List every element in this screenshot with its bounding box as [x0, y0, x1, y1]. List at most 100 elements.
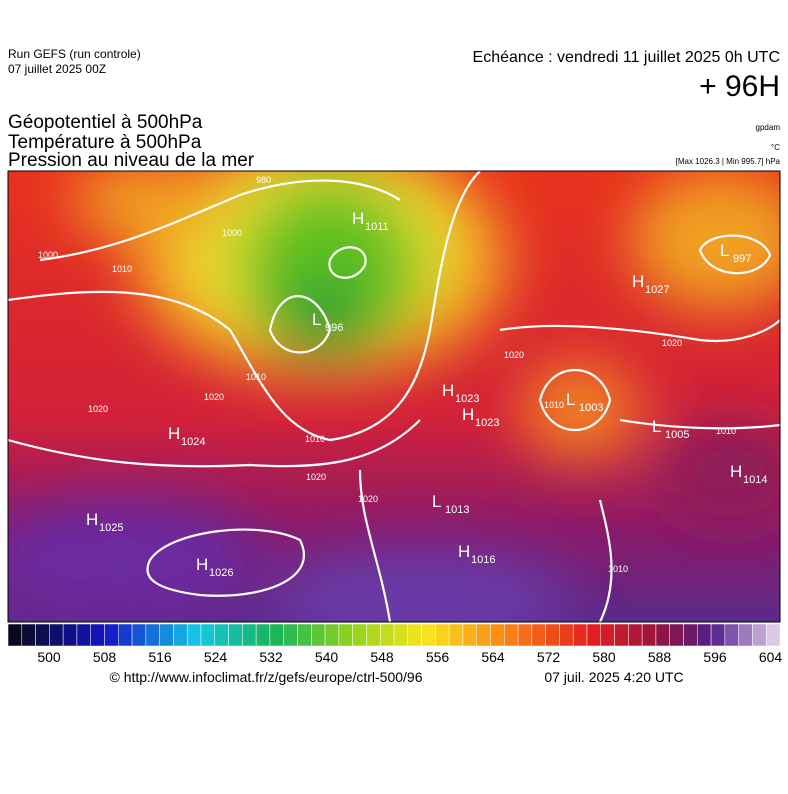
colorbar-swatch	[35, 623, 50, 647]
colorbar-swatch	[62, 623, 78, 647]
colorbar-swatch	[228, 623, 243, 647]
center-value: 1023	[475, 417, 499, 429]
colorbar-swatch	[200, 623, 216, 647]
colorbar-swatch	[49, 623, 64, 647]
colorbar-swatch	[628, 623, 643, 647]
colorbar-swatch	[517, 623, 533, 647]
colorbar-swatch	[255, 623, 271, 647]
center-value: 1005	[665, 429, 689, 441]
center-value: 1003	[579, 402, 603, 414]
isobar-label: 1020	[504, 350, 524, 360]
colorbar-label: 532	[259, 649, 283, 665]
colorbar-swatch	[765, 623, 781, 647]
colorbar-swatch	[545, 623, 560, 647]
isobar-label: 1000	[222, 228, 242, 238]
colorbar-swatch	[352, 623, 367, 647]
colorbar-swatch	[669, 623, 684, 647]
colorbar-swatch	[738, 623, 753, 647]
unit: [Max 1026.3 | Min 995.7] hPa	[676, 157, 781, 166]
colorbar-label: 572	[537, 649, 561, 665]
render-time: 07 juil. 2025 4:20 UTC	[544, 669, 683, 685]
center-letter: L	[720, 241, 729, 260]
colorbar-label: 500	[37, 649, 61, 665]
center-letter: L	[652, 417, 661, 436]
title: Géopotentiel à 500hPa	[8, 112, 203, 133]
echeance: Echéance : vendredi 11 juillet 2025 0h U…	[473, 49, 780, 66]
isobar-label: 1020	[88, 404, 108, 414]
colorbar-swatch	[145, 623, 160, 647]
colorbar-swatch	[324, 623, 340, 647]
colorbar-swatch	[435, 623, 450, 647]
isobar-label: 1020	[306, 472, 326, 482]
center-letter: H	[168, 424, 180, 443]
colorbar-swatch	[104, 623, 119, 647]
run-date: 07 juillet 2025 00Z	[8, 62, 106, 76]
title: Température à 500hPa	[8, 132, 202, 153]
colorbar-swatch	[600, 623, 615, 647]
colorbar-swatch	[641, 623, 657, 647]
colorbar-swatch	[407, 623, 422, 647]
unit: °C	[771, 143, 780, 152]
colorbar-label: 508	[93, 649, 117, 665]
run: Run GEFS (run controle)	[8, 47, 141, 61]
isobar-label: 1010	[305, 434, 325, 444]
center-value: 997	[733, 253, 751, 265]
center-letter: L	[566, 390, 575, 409]
center-value: 1024	[181, 436, 205, 448]
center-letter: L	[432, 492, 441, 511]
colorbar-swatch	[311, 623, 326, 647]
colorbar-label: 596	[703, 649, 727, 665]
colorbar-swatch	[559, 623, 574, 647]
colorbar-label: 604	[759, 649, 783, 665]
isobar-label: 1010	[246, 372, 266, 382]
center-letter: H	[462, 405, 474, 424]
colorbar-swatch	[283, 623, 298, 647]
colorbar-swatch	[421, 623, 436, 647]
colorbar-swatch	[393, 623, 409, 647]
center-letter: H	[458, 542, 470, 561]
center-letter: L	[312, 310, 321, 329]
center-value: 1026	[209, 567, 233, 579]
colorbar-swatch	[752, 623, 767, 647]
colorbar-swatch	[297, 623, 312, 647]
colorbar-label: 516	[148, 649, 172, 665]
colorbar-swatch	[21, 623, 36, 647]
center-value: 1025	[99, 522, 123, 534]
center-value: 1016	[471, 554, 495, 566]
colorbar-swatch	[655, 623, 670, 647]
colorbar-swatch	[724, 623, 739, 647]
center-value: 1014	[743, 474, 767, 486]
center-value: 1023	[455, 393, 479, 405]
colorbar-swatch	[90, 623, 105, 647]
isobar-label: 1020	[662, 338, 682, 348]
colorbar-swatch	[338, 623, 353, 647]
colorbar-swatch	[504, 623, 519, 647]
colorbar-swatch	[572, 623, 588, 647]
isobar-label: 1010	[716, 426, 736, 436]
colorbar-swatch	[159, 623, 174, 647]
isobar-label: 1010	[112, 264, 132, 274]
colorbar-swatch	[76, 623, 91, 647]
center-value: 1011	[365, 221, 389, 233]
isobar-label: 1020	[204, 392, 224, 402]
isobar-label: 1010	[544, 400, 564, 410]
colorbar-swatch	[186, 623, 202, 647]
isobar-label: 980	[256, 175, 271, 185]
isobar-label: 1020	[358, 494, 378, 504]
center-letter: H	[730, 462, 742, 481]
colorbar-label: 540	[315, 649, 339, 665]
center-letter: H	[442, 381, 454, 400]
colorbar-swatch	[7, 623, 23, 647]
isobar-label: 1010	[608, 564, 628, 574]
center-letter: H	[352, 209, 364, 228]
center-value: 996	[325, 322, 343, 334]
colorbar-label: 588	[648, 649, 672, 665]
colorbar-swatch	[531, 623, 546, 647]
colorbar-swatch	[269, 623, 284, 647]
colorbar-swatch	[173, 623, 188, 647]
colorbar-swatch	[242, 623, 257, 647]
colorbar-label: 580	[592, 649, 616, 665]
colorbar-swatch	[710, 623, 726, 647]
colorbar-swatch	[214, 623, 229, 647]
